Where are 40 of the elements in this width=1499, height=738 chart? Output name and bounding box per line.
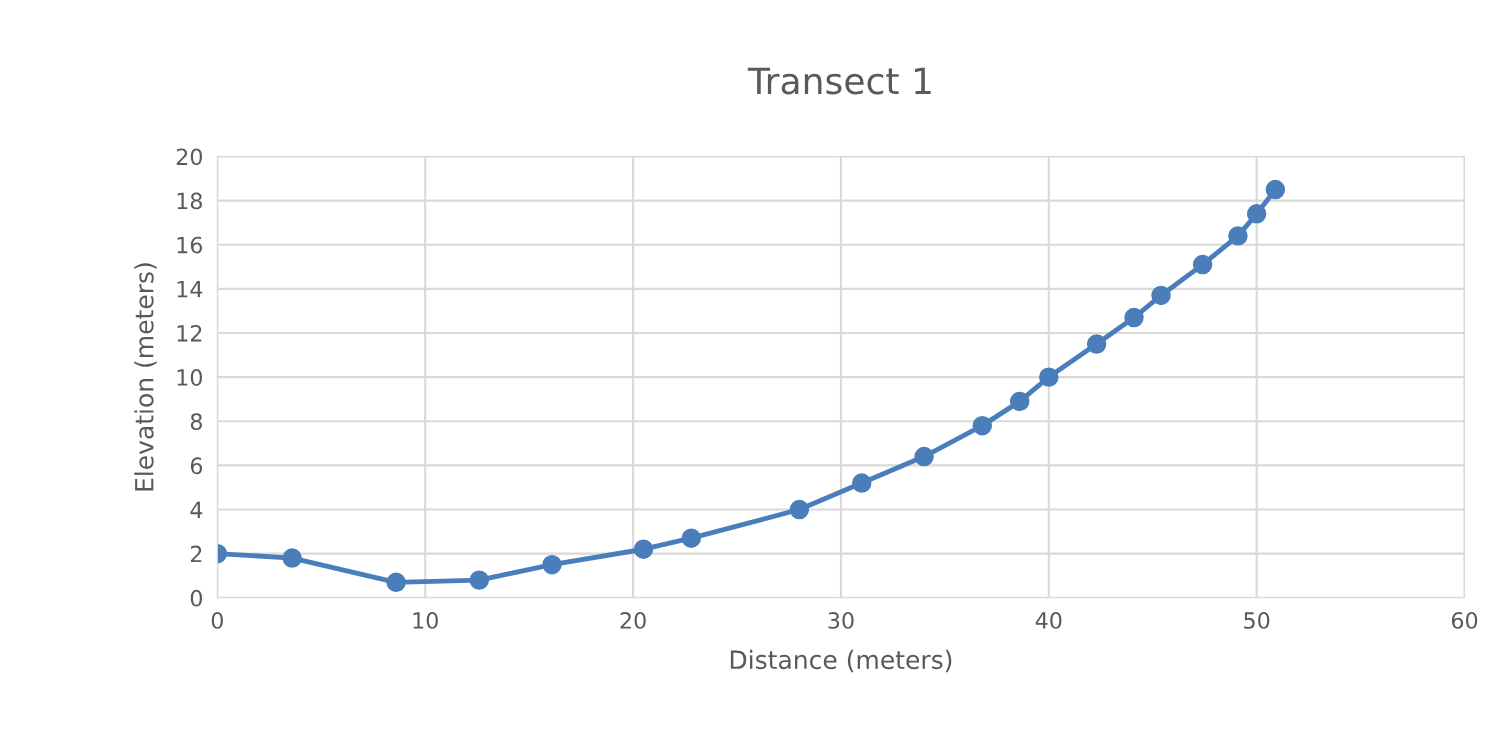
point [681,528,702,548]
y-tick-label: 16 [177,236,203,254]
chart-title: Transect 1 [747,67,931,95]
point [789,499,810,520]
x-axis-title: Distance (meters) [730,649,952,673]
point [1265,179,1286,200]
y-tick-label: 18 [177,192,202,210]
x-tick-label: 40 [1035,612,1062,629]
point [1009,391,1030,412]
y-tick-label: 10 [177,369,202,386]
point [914,446,934,467]
point [972,415,993,436]
y-tick-label: 12 [177,324,202,342]
x-tick-label: 20 [620,612,646,629]
y-axis-title: Elevation (meters) [134,263,157,491]
point [1192,254,1213,275]
point [1228,226,1248,246]
point [1086,334,1107,354]
point [1039,367,1059,387]
y-tick-label: 14 [177,281,203,298]
y-tick-label: 8 [190,413,202,431]
point [469,570,489,590]
point [633,539,654,559]
x-tick-label: 60 [1451,612,1478,629]
point [1124,307,1144,328]
point [386,572,406,593]
x-tick-label: 0 [211,612,223,629]
point [1151,285,1171,306]
y-tick-label: 0 [190,589,202,607]
point [1246,204,1267,224]
y-tick-label: 20 [176,148,202,166]
y-tick-label: 4 [190,501,203,518]
point [542,554,562,575]
x-tick-label: 50 [1244,612,1270,629]
x-tick-label: 10 [413,612,438,629]
y-tick-label: 6 [190,457,203,475]
x-tick-label: 30 [828,612,854,629]
point [282,548,302,568]
point [852,473,872,493]
y-tick-label: 2 [190,545,202,563]
